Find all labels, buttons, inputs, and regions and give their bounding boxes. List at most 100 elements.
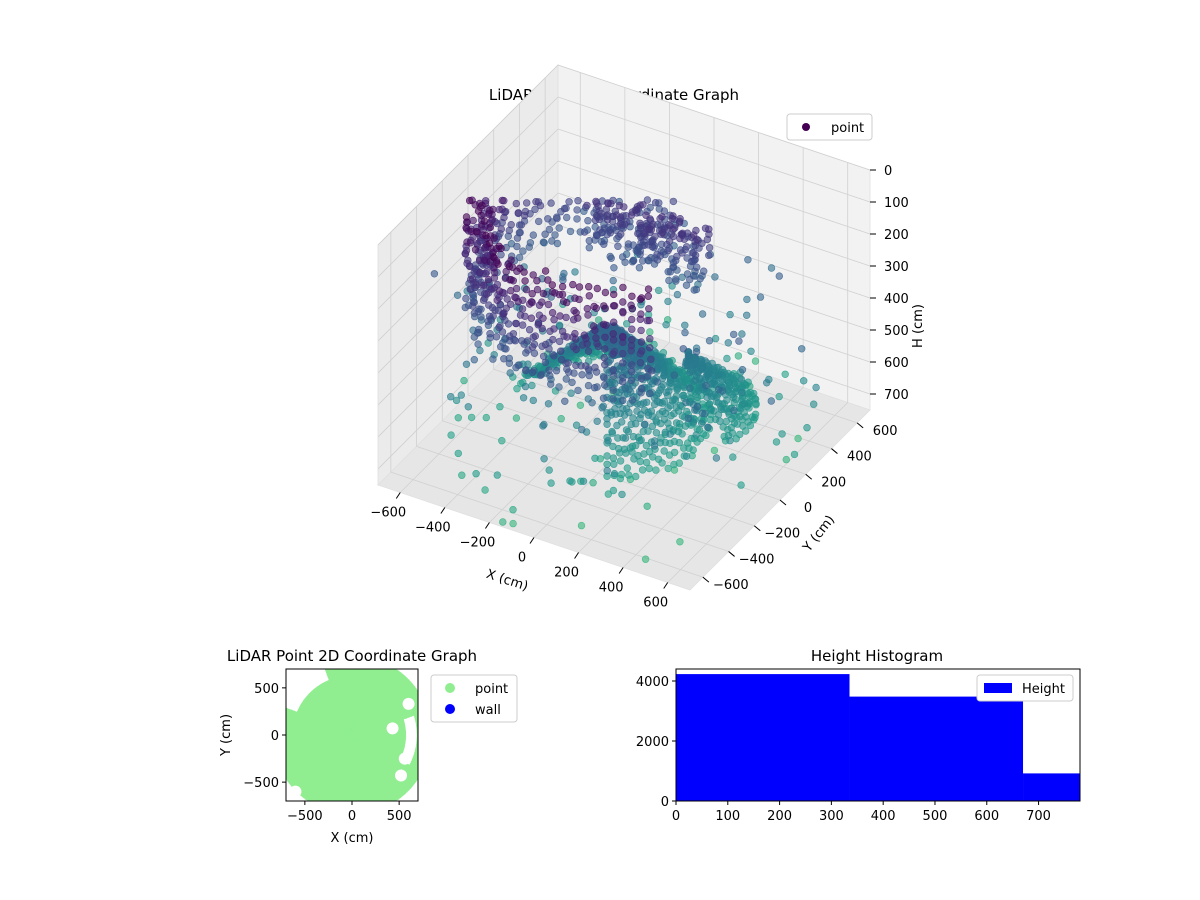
chart-3d-point-963 <box>513 234 522 242</box>
chart-3d-point-2155 <box>609 486 618 495</box>
chart-3d-point-1998 <box>603 452 611 460</box>
chart-3d-point-579 <box>809 400 818 408</box>
chart-3d-point-1212 <box>679 391 687 400</box>
chart-3d-point-2195 <box>601 361 609 369</box>
chart-3d-point-2294 <box>582 362 590 370</box>
chart-3d-point-2311 <box>507 276 515 284</box>
chart-3d-point-2327 <box>546 380 555 388</box>
chart-3d-point-467 <box>638 257 647 265</box>
chart-3d-point-2052 <box>604 437 612 445</box>
grid-z-back-1 <box>557 96 871 203</box>
chart-3d-point-2284 <box>610 470 619 478</box>
chart-3d-point-1775 <box>692 431 700 439</box>
chart-3d-point-1930 <box>645 464 653 473</box>
chart-3d-point-872 <box>559 276 567 284</box>
chart-3d-point-1965 <box>462 223 470 232</box>
chart-3d-point-2266 <box>577 521 586 530</box>
chart-3d-point-1846 <box>664 464 672 473</box>
chart-3d-point-2335 <box>528 343 537 351</box>
chart-3d-point-2296 <box>557 356 566 364</box>
chart-3d-point-2316 <box>572 309 580 317</box>
chart-3d-point-1584 <box>681 422 690 430</box>
z-tick-label-3: 300 <box>884 260 909 275</box>
chart-3d-point-2098 <box>637 326 645 335</box>
chart-3d-point-2303 <box>500 355 508 363</box>
chart-3d-point-2113 <box>628 336 636 344</box>
chart-3d-point-561 <box>658 228 667 237</box>
chart-3d-point-2013 <box>598 404 606 412</box>
chart-3d-point-1858 <box>476 346 484 355</box>
chart-3d-point-1802 <box>665 451 674 459</box>
y-tick-label-6: 600 <box>873 424 898 439</box>
chart-3d-point-1966 <box>462 294 470 303</box>
chart-3d-point-2321 <box>539 314 547 322</box>
chart-3d-point-2124 <box>503 295 511 303</box>
y-tick-5 <box>831 448 838 454</box>
chart-3d-point-2172 <box>585 371 593 380</box>
chart-3d-point-1683 <box>650 400 659 409</box>
chart-3d-point-1 <box>751 357 760 365</box>
chart-3d-point-1862 <box>627 420 635 429</box>
chart-3d-point-1794 <box>648 422 657 431</box>
chart-3d-point-1730 <box>675 439 683 447</box>
chart-3d-point-627 <box>541 230 549 238</box>
chart-3d-point-76 <box>775 272 783 280</box>
chart-3d-point-2274 <box>512 319 520 328</box>
chart-3d-point-3 <box>646 328 654 336</box>
chart-3d-point-2242 <box>609 366 617 374</box>
chart-3d-point-548 <box>640 241 649 250</box>
y-tick-6 <box>856 422 864 429</box>
chart-3d-legend-label: point <box>831 121 864 136</box>
chart-3d-point-1996 <box>591 454 599 462</box>
chart-3d-point-1971 <box>461 303 469 312</box>
chart-3d-point-1671 <box>679 345 687 353</box>
chart-3d-point-1994 <box>466 262 474 271</box>
chart-3d-point-606 <box>752 401 760 409</box>
chart-3d-point-506 <box>693 235 701 244</box>
chart-3d-point-2078 <box>676 538 684 546</box>
chart-3d-point-2304 <box>549 335 557 344</box>
chart-3d-point-2239 <box>600 354 608 362</box>
chart-3d-point-1990 <box>498 437 506 445</box>
chart-3d-point-2337 <box>545 366 553 374</box>
z-tick-label-1: 100 <box>884 196 909 211</box>
chart-3d-point-1983 <box>609 454 618 462</box>
chart-3d-point-410 <box>551 231 559 239</box>
chart-3d-point-436 <box>592 199 601 207</box>
chart-3d-point-1029 <box>772 438 781 446</box>
chart-3d-point-2342 <box>527 314 536 322</box>
chart-3d-point-512 <box>812 383 820 392</box>
chart-3d-point-2167 <box>609 318 618 326</box>
chart-3d-point-2288 <box>518 321 527 329</box>
chart-3d-point-360 <box>624 243 632 251</box>
chart-3d-point-2075 <box>485 301 493 309</box>
chart-3d-point-2260 <box>544 300 553 309</box>
x-tick-6 <box>663 582 669 589</box>
chart-3d-point-2142 <box>480 281 488 289</box>
chart-3d-point-615 <box>539 238 548 246</box>
chart-3d-point-2164 <box>628 396 636 404</box>
chart-3d-point-841 <box>517 221 525 229</box>
chart-3d-point-1995 <box>519 394 528 402</box>
chart-3d-point-2007 <box>610 460 618 468</box>
chart-3d-point-1972 <box>631 472 640 481</box>
chart-3d-point-2057 <box>646 389 654 398</box>
chart-3d-point-74 <box>643 196 652 204</box>
chart-3d-point-1295 <box>716 417 724 425</box>
grid-z-back-0 <box>557 64 871 171</box>
chart-3d-point-762 <box>710 446 719 455</box>
chart-3d-point-2041 <box>482 231 490 240</box>
y-tick-2 <box>753 525 761 532</box>
chart-3d-point-2102 <box>647 367 656 375</box>
chart-3d-point-2343 <box>641 555 650 563</box>
chart-3d-point-2301 <box>541 358 550 367</box>
chart-3d-point-249 <box>566 227 575 236</box>
chart-3d-point-2329 <box>522 366 530 374</box>
chart-3d-point-482 <box>593 231 601 240</box>
chart-3d-point-2289 <box>550 316 558 324</box>
chart-3d-point-2307 <box>548 309 557 317</box>
chart-3d-point-66 <box>651 199 660 207</box>
chart-3d-legend-marker <box>802 123 810 131</box>
y-tick-label-0: −600 <box>713 578 749 593</box>
chart-3d-point-663 <box>782 455 790 464</box>
